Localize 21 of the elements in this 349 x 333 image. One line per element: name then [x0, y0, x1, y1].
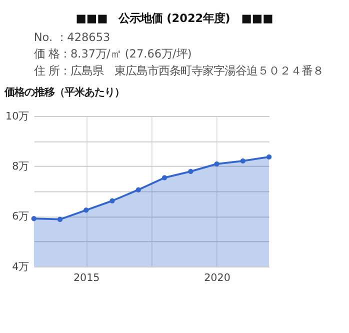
y-tick-label: 8万	[12, 160, 29, 172]
x-tick-label: 2015	[73, 272, 100, 284]
y-tick-label: 10万	[6, 110, 29, 122]
point	[266, 154, 272, 160]
x-tick-label: 2020	[204, 272, 230, 284]
point	[84, 208, 89, 213]
y-tick-label: 6万	[12, 210, 29, 223]
point	[57, 216, 63, 222]
point	[31, 216, 36, 222]
text: 住 所：広島県 東広島市西条町寺家字湯谷迫５０２４番８	[34, 64, 324, 78]
point	[214, 161, 220, 166]
chart-title: ■■■ 公示地価 (2022年度) ■■■	[76, 12, 274, 25]
point	[136, 187, 141, 192]
y-tick-label: 4万	[12, 260, 29, 273]
point	[162, 175, 168, 180]
point	[188, 168, 194, 174]
text: No. ：428653	[34, 30, 110, 44]
chart-subtitle: 価格の推移（平米あたり）	[4, 86, 125, 98]
point	[240, 158, 246, 164]
text: 価 格：8.37万/㎡ (27.66万/坪)	[34, 48, 192, 61]
point	[110, 198, 115, 204]
